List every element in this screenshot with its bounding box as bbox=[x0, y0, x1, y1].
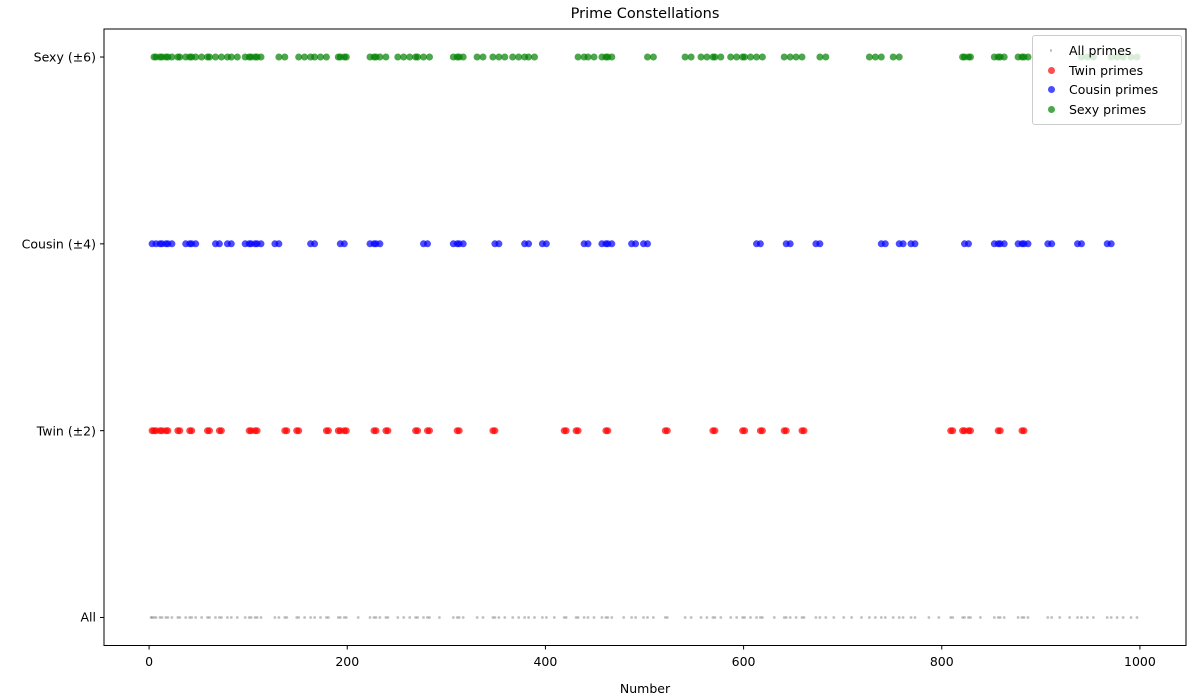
legend-label-sexy-primes: Sexy primes bbox=[1069, 101, 1147, 117]
x-axis-label: Number bbox=[619, 681, 671, 696]
cousin-primes-marker-icon bbox=[1047, 86, 1055, 94]
legend-label-all-primes: All primes bbox=[1069, 43, 1132, 59]
legend-item-twin-primes: Twin primes bbox=[1039, 61, 1173, 81]
cousin-primes-marker-box bbox=[1039, 86, 1063, 94]
xtick-label-0: 0 bbox=[145, 653, 154, 669]
ytick-label-sexy: Sexy (±6) bbox=[33, 49, 96, 65]
all-primes-marker-box bbox=[1039, 49, 1063, 53]
ytick-label-cousin: Cousin (±4) bbox=[21, 236, 96, 252]
xtick-label-800: 800 bbox=[929, 653, 954, 669]
chart-title: Prime Constellations bbox=[570, 6, 720, 22]
legend-item-sexy-primes: Sexy primes bbox=[1039, 100, 1173, 120]
legend-item-cousin-primes: Cousin primes bbox=[1039, 80, 1173, 100]
legend: All primes Twin primes Cousin primes Sex… bbox=[1032, 35, 1182, 125]
sexy-primes-marker-icon bbox=[1047, 105, 1055, 113]
sexy-primes-marker-box bbox=[1039, 105, 1063, 113]
twin-primes-marker-box bbox=[1039, 66, 1063, 74]
legend-item-all-primes: All primes bbox=[1039, 41, 1173, 61]
xtick-label-400: 400 bbox=[533, 653, 558, 669]
twin-primes-marker-icon bbox=[1047, 66, 1055, 74]
xtick-label-600: 600 bbox=[731, 653, 756, 669]
legend-label-twin-primes: Twin primes bbox=[1069, 62, 1144, 78]
ytick-label-all: All bbox=[80, 609, 97, 625]
ytick-label-twin: Twin (±2) bbox=[36, 423, 96, 439]
legend-label-cousin-primes: Cousin primes bbox=[1069, 82, 1159, 98]
xtick-label-1000: 1000 bbox=[1124, 653, 1156, 669]
all-primes-marker-icon bbox=[1049, 49, 1053, 53]
xtick-label-200: 200 bbox=[335, 653, 360, 669]
